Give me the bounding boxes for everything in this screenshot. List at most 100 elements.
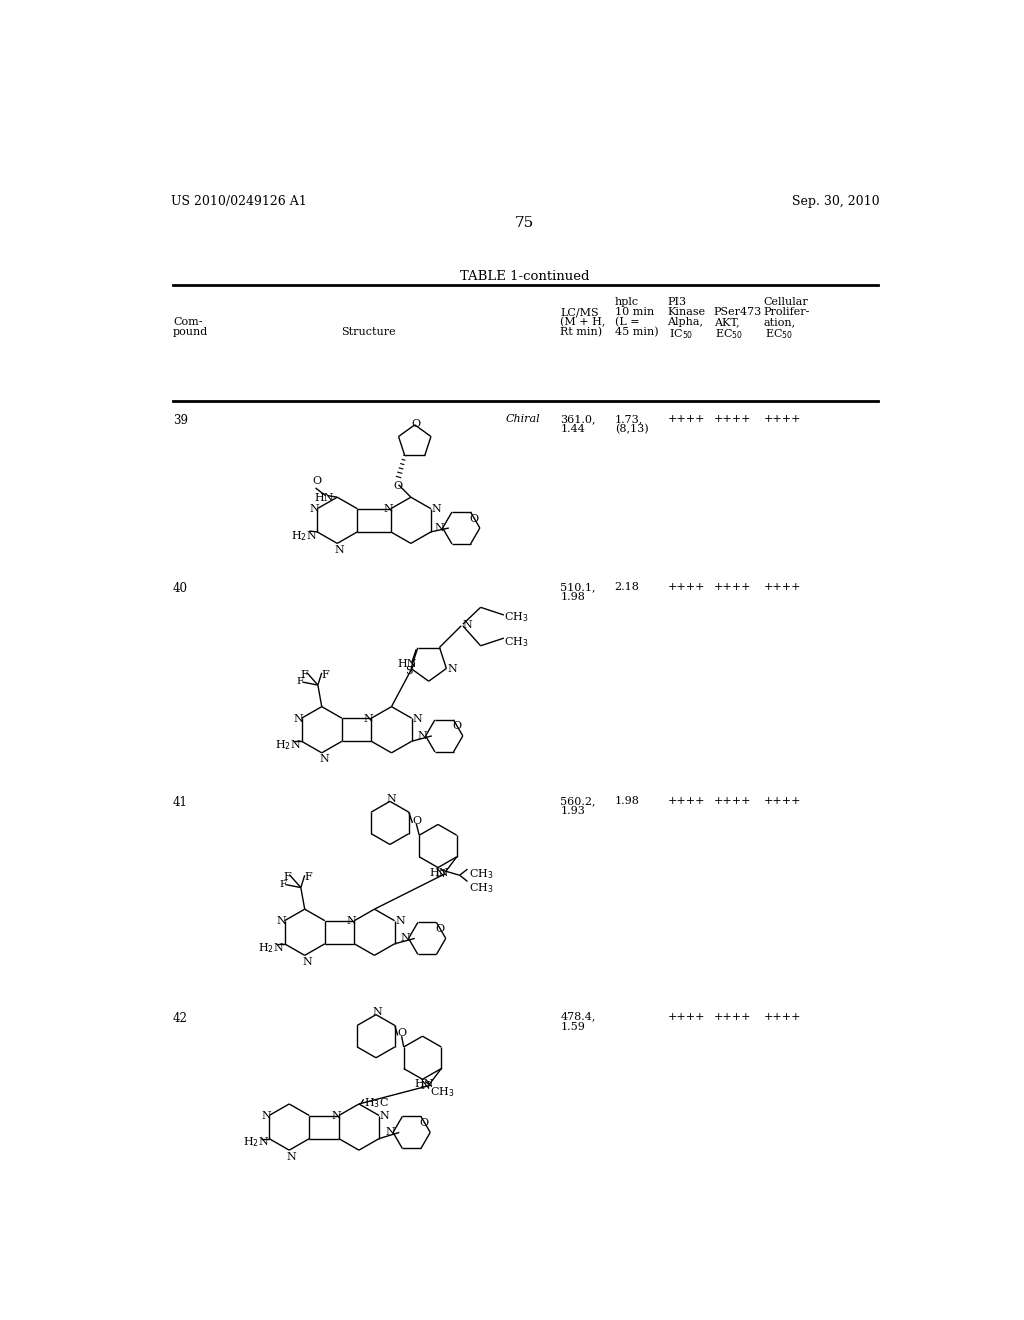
Text: 75: 75: [515, 216, 535, 230]
Text: TABLE 1-continued: TABLE 1-continued: [460, 271, 590, 282]
Text: H$_3$C: H$_3$C: [364, 1096, 388, 1110]
Text: PSer473: PSer473: [714, 308, 762, 317]
Text: ++++: ++++: [764, 414, 801, 424]
Text: 560.2,: 560.2,: [560, 796, 596, 807]
Text: Alpha,: Alpha,: [668, 317, 703, 327]
Text: HN: HN: [414, 1080, 434, 1089]
Text: N: N: [380, 1111, 389, 1121]
Text: N: N: [364, 714, 374, 723]
Text: HN: HN: [314, 492, 334, 503]
Text: 510.1,: 510.1,: [560, 582, 596, 591]
Text: N: N: [302, 957, 312, 966]
Text: PI3: PI3: [668, 297, 686, 308]
Text: N: N: [413, 714, 422, 723]
Text: N: N: [387, 793, 396, 804]
Text: N: N: [276, 916, 287, 927]
Text: ++++: ++++: [668, 796, 705, 807]
Text: IC$_{50}$: IC$_{50}$: [669, 327, 693, 341]
Text: O: O: [397, 1028, 407, 1039]
Text: H$_2$N: H$_2$N: [243, 1135, 269, 1150]
Text: N: N: [463, 619, 472, 630]
Text: 41: 41: [173, 796, 187, 809]
Text: 1.98: 1.98: [614, 796, 640, 807]
Text: ++++: ++++: [764, 582, 801, 591]
Text: F: F: [301, 669, 308, 680]
Text: F: F: [296, 677, 303, 686]
Text: (L =: (L =: [614, 317, 639, 327]
Text: Com-: Com-: [173, 317, 203, 327]
Text: ++++: ++++: [668, 414, 705, 424]
Text: N: N: [383, 504, 393, 513]
Text: O: O: [412, 418, 421, 429]
Text: 39: 39: [173, 414, 188, 428]
Text: S: S: [404, 667, 413, 676]
Text: 1.98: 1.98: [560, 591, 586, 602]
Text: O: O: [452, 722, 461, 731]
Text: N: N: [420, 1081, 430, 1090]
Text: 1.59: 1.59: [560, 1022, 586, 1031]
Text: O: O: [469, 513, 478, 524]
Text: 1.93: 1.93: [560, 807, 586, 816]
Text: N: N: [447, 664, 457, 673]
Text: N: N: [400, 933, 411, 942]
Text: 361.0,: 361.0,: [560, 414, 596, 424]
Text: Kinase: Kinase: [668, 308, 706, 317]
Text: F: F: [280, 880, 287, 888]
Text: ation,: ation,: [764, 317, 796, 327]
Text: N: N: [435, 523, 444, 532]
Text: H$_2$N: H$_2$N: [291, 529, 317, 543]
Text: O: O: [420, 1118, 428, 1129]
Text: 40: 40: [173, 582, 188, 595]
Text: N: N: [395, 916, 406, 927]
Text: H$_2$N: H$_2$N: [275, 738, 301, 752]
Text: N: N: [346, 916, 356, 927]
Text: EC$_{50}$: EC$_{50}$: [716, 327, 743, 341]
Text: CH$_3$: CH$_3$: [469, 867, 494, 882]
Text: ++++: ++++: [714, 582, 752, 591]
Text: CH$_3$: CH$_3$: [504, 610, 528, 624]
Text: HN: HN: [397, 659, 417, 668]
Text: N: N: [335, 545, 345, 554]
Text: Structure: Structure: [341, 327, 395, 337]
Text: N: N: [261, 1111, 271, 1121]
Text: (8,13): (8,13): [614, 424, 648, 434]
Text: N: N: [435, 869, 445, 879]
Text: CH$_3$: CH$_3$: [469, 882, 494, 895]
Text: Chiral: Chiral: [506, 414, 540, 424]
Text: (M + H,: (M + H,: [560, 317, 606, 327]
Text: 1.44: 1.44: [560, 424, 586, 434]
Text: ++++: ++++: [714, 796, 752, 807]
Text: N: N: [319, 755, 329, 764]
Text: ++++: ++++: [668, 1011, 705, 1022]
Text: 478.4,: 478.4,: [560, 1011, 596, 1022]
Text: F: F: [305, 873, 312, 882]
Text: CH$_3$: CH$_3$: [430, 1085, 455, 1100]
Text: Rt min): Rt min): [560, 327, 602, 338]
Text: N: N: [294, 714, 303, 723]
Text: N: N: [373, 1007, 383, 1016]
Text: ++++: ++++: [764, 796, 801, 807]
Text: Sep. 30, 2010: Sep. 30, 2010: [793, 195, 880, 209]
Text: AKT,: AKT,: [714, 317, 739, 327]
Text: hplc: hplc: [614, 297, 639, 308]
Text: O: O: [393, 480, 402, 491]
Text: Cellular: Cellular: [764, 297, 808, 308]
Text: ++++: ++++: [668, 582, 705, 591]
Text: 45 min): 45 min): [614, 327, 658, 338]
Text: N: N: [331, 1111, 341, 1121]
Text: 1.73,: 1.73,: [614, 414, 643, 424]
Text: EC$_{50}$: EC$_{50}$: [765, 327, 794, 341]
Text: Prolifer-: Prolifer-: [764, 308, 810, 317]
Text: CH$_3$: CH$_3$: [504, 635, 528, 649]
Text: 2.18: 2.18: [614, 582, 640, 591]
Text: 10 min: 10 min: [614, 308, 654, 317]
Text: N: N: [418, 730, 428, 741]
Text: N: N: [287, 1151, 297, 1162]
Text: ++++: ++++: [714, 414, 752, 424]
Text: pound: pound: [173, 327, 208, 337]
Text: ++++: ++++: [764, 1011, 801, 1022]
Text: F: F: [322, 669, 330, 680]
Text: O: O: [312, 477, 322, 486]
Text: ++++: ++++: [714, 1011, 752, 1022]
Text: N: N: [309, 504, 319, 513]
